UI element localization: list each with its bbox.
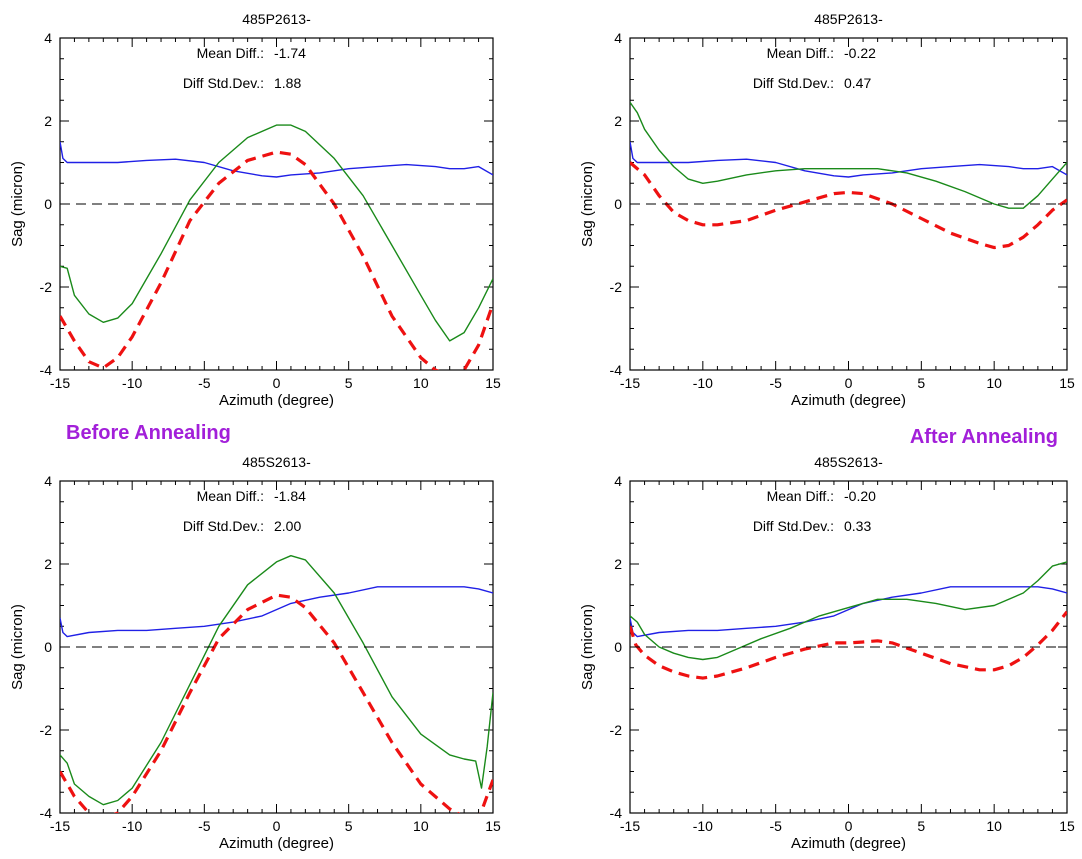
- y-tick-label: 4: [44, 473, 52, 489]
- y-tick-label: 0: [44, 196, 52, 212]
- panel-after-p: 485P2613- -15 -10 -5 0 5 10 15 -4 -2 0 2 4 Azimuth (d…: [579, 11, 1075, 409]
- annotation-label: Diff Std.Dev.:: [753, 518, 834, 534]
- y-tick-label: 0: [614, 639, 622, 655]
- chart-title: 485P2613-: [814, 11, 883, 27]
- y-tick-label: -2: [610, 279, 623, 295]
- annotation-value: -0.20: [844, 488, 876, 504]
- annotation-value: -1.74: [274, 45, 306, 61]
- x-tick-label: -15: [620, 818, 640, 834]
- y-tick-label: 2: [614, 556, 622, 572]
- x-tick-label: 10: [986, 375, 1002, 391]
- y-axis-label: Sag (micron): [579, 161, 596, 247]
- annotation-label: Diff Std.Dev.:: [753, 75, 834, 91]
- y-tick-label: -4: [610, 362, 623, 378]
- x-axis-label: Azimuth (degree): [791, 835, 906, 852]
- red-series-line: [60, 150, 493, 370]
- x-tick-label: -15: [620, 375, 640, 391]
- x-axis-label: Azimuth (degree): [219, 835, 334, 852]
- y-tick-label: -2: [40, 279, 53, 295]
- x-tick-label: 15: [485, 375, 501, 391]
- x-tick-label: 5: [345, 375, 353, 391]
- blue-series-line: [60, 141, 493, 178]
- y-tick-label: -4: [610, 805, 623, 821]
- annotation-label: Mean Diff.:: [197, 45, 264, 61]
- blue-series-line: [60, 586, 493, 638]
- x-tick-label: 15: [1059, 818, 1075, 834]
- x-tick-label: -5: [769, 818, 782, 834]
- chart-title: 485S2613-: [242, 454, 311, 470]
- x-tick-label: 10: [986, 818, 1002, 834]
- green-series-line: [630, 101, 1067, 209]
- y-axis-label: Sag (micron): [9, 604, 26, 690]
- y-tick-label: -2: [40, 722, 53, 738]
- annotation-label: Mean Diff.:: [767, 488, 834, 504]
- chart-title: 485P2613-: [242, 11, 311, 27]
- x-tick-label: -15: [50, 375, 70, 391]
- x-tick-label: 0: [273, 375, 281, 391]
- annotation-label: Mean Diff.:: [197, 488, 264, 504]
- annotation-value: 2.00: [274, 518, 301, 534]
- red-series-line: [60, 593, 493, 813]
- x-tick-label: -10: [122, 375, 142, 391]
- x-axis-label: Azimuth (degree): [791, 392, 906, 409]
- x-tick-label: 10: [413, 818, 429, 834]
- annotation-label: Diff Std.Dev.:: [183, 75, 264, 91]
- after-annealing-label: After Annealing: [910, 426, 1058, 448]
- y-tick-label: -4: [40, 362, 53, 378]
- before-annealing-label: Before Annealing: [66, 422, 231, 444]
- annotation-value: 0.47: [844, 75, 871, 91]
- red-series-line: [630, 610, 1067, 680]
- x-tick-label: -10: [693, 818, 713, 834]
- x-tick-label: 15: [485, 818, 501, 834]
- y-tick-label: -4: [40, 805, 53, 821]
- panel-before-p: 485P2613- -15 -10 -5 0 5 10 15 -4 -2 0 2 4 Azimuth (d…: [9, 11, 501, 409]
- annotation-value: 1.88: [274, 75, 301, 91]
- y-axis-label: Sag (micron): [579, 604, 596, 690]
- y-tick-label: 2: [614, 113, 622, 129]
- x-tick-label: 5: [345, 818, 353, 834]
- x-tick-label: 15: [1059, 375, 1075, 391]
- y-tick-label: 2: [44, 556, 52, 572]
- blue-series-line: [630, 586, 1067, 638]
- green-series-line: [60, 555, 493, 806]
- x-tick-label: 10: [413, 375, 429, 391]
- y-tick-label: 4: [614, 30, 622, 46]
- x-tick-label: 0: [273, 818, 281, 834]
- y-tick-label: 0: [614, 196, 622, 212]
- y-tick-label: 2: [44, 113, 52, 129]
- y-tick-label: 4: [44, 30, 52, 46]
- annotation-value: -0.22: [844, 45, 876, 61]
- panel-before-s: 485S2613- -15 -10 -5 0 5 10 15 -4 -2 0 2 4 Azimuth (d…: [9, 454, 501, 852]
- x-tick-label: -15: [50, 818, 70, 834]
- y-tick-label: 0: [44, 639, 52, 655]
- x-tick-label: -5: [198, 375, 211, 391]
- x-tick-label: -5: [769, 375, 782, 391]
- panel-after-s: 485S2613- -15 -10 -5 0 5 10 15 -4 -2 0 2 4 Azimuth (d…: [579, 454, 1075, 852]
- green-series-line: [60, 124, 493, 342]
- x-tick-label: 0: [845, 375, 853, 391]
- x-tick-label: -10: [122, 818, 142, 834]
- red-series-line: [630, 161, 1067, 250]
- x-axis-label: Azimuth (degree): [219, 392, 334, 409]
- annotation-value: -1.84: [274, 488, 306, 504]
- x-tick-label: -5: [198, 818, 211, 834]
- x-tick-label: -10: [693, 375, 713, 391]
- y-tick-label: -2: [610, 722, 623, 738]
- x-tick-label: 5: [917, 818, 925, 834]
- green-series-line: [630, 561, 1067, 661]
- chart-title: 485S2613-: [814, 454, 883, 470]
- blue-series-line: [630, 141, 1067, 178]
- x-tick-label: 0: [845, 818, 853, 834]
- y-axis-label: Sag (micron): [9, 161, 26, 247]
- annotation-value: 0.33: [844, 518, 871, 534]
- x-tick-label: 5: [917, 375, 925, 391]
- y-tick-label: 4: [614, 473, 622, 489]
- annotation-label: Mean Diff.:: [767, 45, 834, 61]
- annotation-label: Diff Std.Dev.:: [183, 518, 264, 534]
